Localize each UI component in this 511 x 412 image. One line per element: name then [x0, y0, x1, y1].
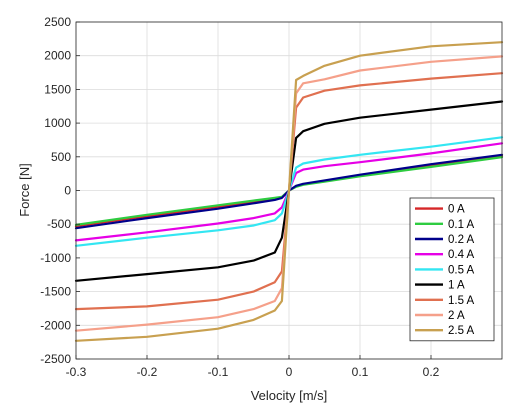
grid: [75, 21, 502, 360]
legend-label: 1 A: [448, 280, 465, 292]
x-axis-ticks: -0.3 -0.2 -0.1 0 0.1 0.2: [66, 355, 440, 379]
y-axis-ticks: 2500 2000 1500 1000 500 0 -500 -1000 -1500 -2000 -…: [40, 15, 80, 366]
legend-label: 0.1 A: [448, 219, 475, 231]
y-tick-label: -2500: [40, 352, 71, 366]
y-tick-label: -2000: [40, 318, 71, 332]
x-tick-label: 0: [286, 365, 293, 379]
y-tick-label: 2000: [44, 49, 71, 63]
legend-label: 0 A: [448, 204, 465, 216]
x-axis-label: Velocity [m/s]: [251, 388, 328, 403]
legend-label: 2.5 A: [448, 325, 475, 337]
y-tick-label: -500: [47, 217, 71, 231]
y-tick-label: -1000: [40, 251, 71, 265]
series-lines: [74, 41, 504, 342]
legend-label: 1.5 A: [448, 295, 475, 307]
y-tick-label: 0: [64, 184, 71, 198]
y-tick-label: 1000: [44, 116, 71, 130]
x-tick-label: 0.1: [352, 365, 369, 379]
legend-label: 0.4 A: [448, 249, 475, 261]
x-tick-label: -0.3: [66, 365, 87, 379]
legend-label: 0.5 A: [448, 264, 475, 276]
legend-label: 2 A: [448, 310, 465, 322]
legend-label: 0.2 A: [448, 234, 475, 246]
x-tick-label: 0.2: [423, 365, 440, 379]
y-tick-label: -1500: [40, 285, 71, 299]
y-tick-label: 500: [51, 150, 71, 164]
x-tick-label: -0.2: [137, 365, 158, 379]
x-tick-label: -0.1: [208, 365, 229, 379]
series-line-2-5-a: [74, 41, 504, 342]
y-tick-label: 1500: [44, 82, 71, 96]
y-axis-label: Force [N]: [17, 163, 32, 216]
y-tick-label: 2500: [44, 15, 71, 29]
legend: 0 A 0.1 A 0.2 A 0.4 A 0.5 A 1 A 1.5 A 2 A 2.5 A: [409, 197, 495, 342]
